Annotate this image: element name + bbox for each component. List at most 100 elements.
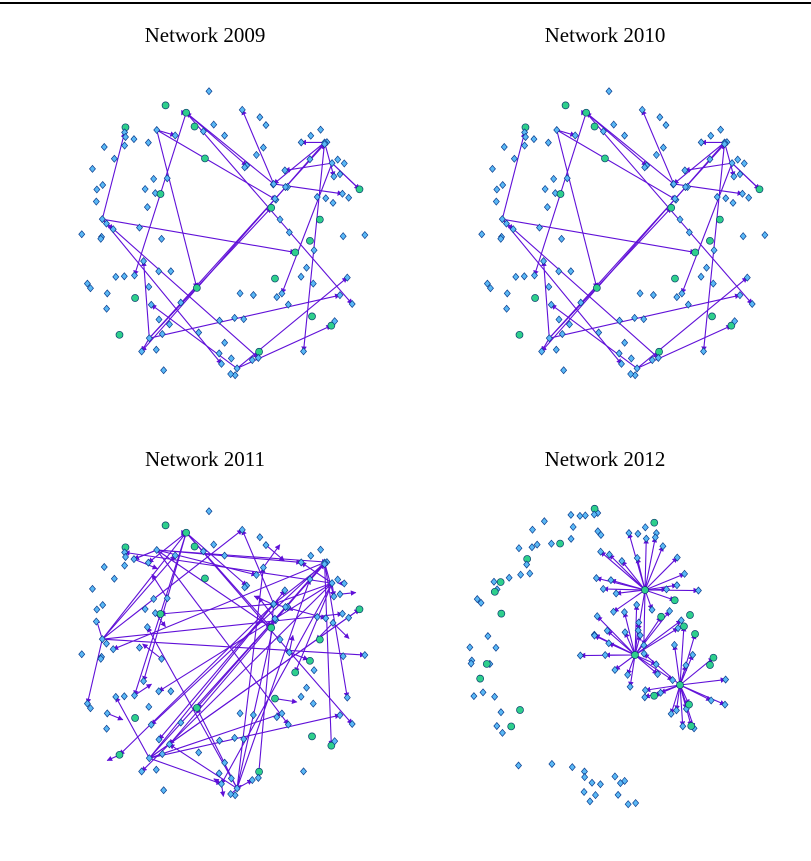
- node: [530, 135, 538, 144]
- node: [473, 595, 481, 604]
- node: [499, 180, 507, 190]
- node: [141, 185, 149, 194]
- edge: [541, 260, 550, 339]
- node: [158, 330, 166, 339]
- edge: [159, 603, 274, 617]
- node: [721, 700, 729, 709]
- node: [577, 298, 585, 307]
- node: [97, 234, 105, 243]
- node: [550, 174, 558, 183]
- node: [666, 607, 674, 616]
- node: [355, 605, 364, 614]
- edge: [156, 549, 328, 565]
- node: [315, 215, 324, 224]
- node: [635, 618, 643, 627]
- node: [697, 138, 705, 147]
- edge: [148, 589, 286, 759]
- node: [345, 193, 353, 202]
- node: [87, 284, 94, 293]
- node: [657, 612, 665, 621]
- node: [515, 761, 522, 770]
- node: [161, 101, 170, 110]
- node: [633, 553, 641, 562]
- node: [605, 87, 613, 96]
- edge: [141, 142, 325, 352]
- node: [489, 164, 496, 173]
- node: [92, 617, 100, 626]
- node: [122, 132, 129, 142]
- edge: [119, 603, 275, 756]
- panel-title: Network 2010: [545, 23, 666, 47]
- node: [555, 315, 563, 324]
- node: [306, 656, 314, 665]
- node: [638, 105, 646, 114]
- edge: [681, 162, 733, 295]
- edge: [115, 696, 150, 759]
- node: [150, 594, 158, 603]
- node: [163, 174, 171, 183]
- node: [618, 556, 626, 566]
- node: [642, 534, 650, 543]
- node: [713, 192, 721, 202]
- node: [558, 330, 566, 339]
- node: [676, 215, 684, 224]
- node: [601, 651, 609, 660]
- node: [673, 581, 681, 590]
- node: [98, 635, 106, 644]
- node: [706, 661, 714, 669]
- node: [241, 583, 249, 592]
- edge: [502, 218, 696, 255]
- node: [590, 122, 599, 131]
- edge: [133, 549, 157, 560]
- node: [599, 584, 607, 593]
- node: [331, 737, 339, 746]
- node: [340, 579, 348, 588]
- node: [345, 613, 353, 622]
- node: [689, 650, 697, 659]
- node: [631, 313, 639, 322]
- node: [545, 282, 553, 291]
- node: [640, 649, 648, 658]
- node: [697, 272, 705, 281]
- edge: [102, 611, 343, 640]
- edge: [679, 654, 694, 686]
- edge: [643, 538, 649, 591]
- edge: [673, 142, 725, 185]
- node: [216, 736, 223, 745]
- node: [306, 155, 314, 164]
- edge: [324, 142, 336, 178]
- edge: [273, 142, 325, 185]
- node: [240, 315, 248, 324]
- node: [233, 784, 241, 793]
- node: [89, 584, 96, 593]
- edge: [644, 684, 681, 693]
- node: [210, 540, 218, 549]
- node: [694, 586, 702, 595]
- node: [610, 120, 618, 129]
- node: [331, 317, 339, 326]
- node: [338, 609, 346, 618]
- node: [734, 155, 742, 164]
- node: [218, 779, 225, 788]
- node: [155, 735, 163, 744]
- node: [221, 131, 229, 140]
- node: [315, 635, 324, 644]
- edge: [289, 651, 309, 661]
- node: [321, 560, 329, 569]
- node: [321, 140, 329, 149]
- node: [227, 774, 235, 783]
- edge: [332, 622, 350, 639]
- node: [616, 779, 624, 788]
- node: [603, 626, 611, 635]
- node: [497, 708, 505, 717]
- node: [636, 631, 644, 640]
- node: [478, 230, 486, 239]
- node: [731, 317, 739, 326]
- edge: [624, 631, 636, 656]
- edge: [101, 532, 187, 640]
- edge: [324, 562, 336, 598]
- node: [138, 767, 146, 776]
- node: [477, 598, 485, 607]
- panel-title: Network 2012: [545, 447, 666, 471]
